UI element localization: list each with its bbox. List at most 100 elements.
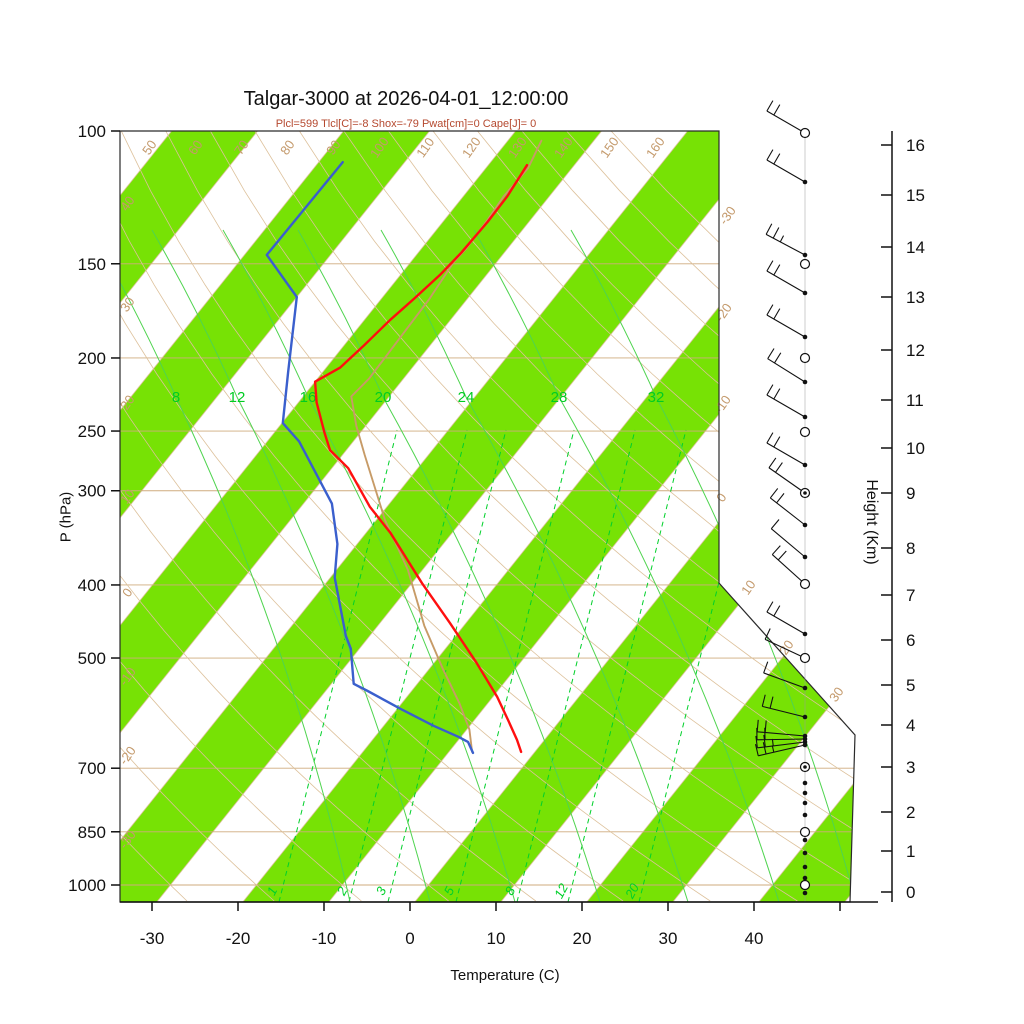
wind-barb-staff <box>763 672 806 689</box>
dry-adiabat-label: 0 <box>119 585 135 600</box>
station-level-dot <box>802 837 808 843</box>
isotherm-label: 30 <box>826 684 847 704</box>
wind-barb-staff <box>766 394 806 418</box>
dry-adiabat-label: 70 <box>231 137 252 157</box>
wind-barb-feather <box>771 745 775 753</box>
station-level-dot <box>802 742 808 748</box>
height-tick-label: 0 <box>906 883 915 902</box>
station-level-dot <box>802 334 808 340</box>
wind-barb-staff <box>762 705 806 718</box>
wind-barb-feather <box>761 694 766 707</box>
temperature-tick-label: 20 <box>573 929 592 948</box>
pressure-tick-label: 250 <box>78 422 106 441</box>
moist-adiabat-label: 16 <box>300 389 317 406</box>
dry-adiabat-label: 90 <box>323 137 344 157</box>
temperature-tick-label: 0 <box>405 929 414 948</box>
station-level-circle <box>799 826 811 838</box>
pressure-tick-label: 400 <box>78 576 106 595</box>
pressure-tick-label: 200 <box>78 349 106 368</box>
mixing-ratio-label: 20 <box>622 880 643 901</box>
wind-barb-staff <box>766 314 806 338</box>
wind-barb-feather <box>766 304 774 316</box>
station-level-circle <box>799 258 811 270</box>
temperature-tick-label: 30 <box>659 929 678 948</box>
wind-barb-feather <box>773 153 781 165</box>
wind-barb-feather <box>762 742 767 755</box>
isotherm-label: 0 <box>713 490 729 505</box>
wind-barb-feather <box>774 352 782 364</box>
station-level-dot <box>802 685 808 691</box>
dry-adiabat-label: 30 <box>117 294 138 314</box>
station-level-dot <box>802 252 808 258</box>
dry-adiabat-label: 50 <box>139 137 160 157</box>
wind-barb-feather <box>755 735 758 748</box>
dry-adiabat-label: 160 <box>643 134 668 160</box>
wind-barb-feather <box>773 388 781 400</box>
wind-barb-feather <box>763 661 769 674</box>
pressure-tick-label: 700 <box>78 759 106 778</box>
station-level-dot <box>802 522 808 528</box>
station-level-circle <box>799 352 811 364</box>
pressure-tick-label: 500 <box>78 649 106 668</box>
mixing-ratio-label: 3 <box>373 883 390 897</box>
temperature-tick-label: 10 <box>487 929 506 948</box>
wind-barb-feather <box>766 260 774 272</box>
wind-barb-feather <box>776 493 785 504</box>
temperature-curve <box>313 163 529 754</box>
mixing-ratio-label: 12 <box>551 880 571 900</box>
height-tick-label: 7 <box>906 586 915 605</box>
moist-adiabat-label: 24 <box>458 389 475 406</box>
dewpoint-curve <box>265 160 475 755</box>
wind-barb-staff <box>765 233 806 256</box>
station-level-dot <box>802 414 808 420</box>
height-tick-label: 6 <box>906 631 915 650</box>
station-level-circle <box>799 426 811 438</box>
wind-barb-feather <box>773 436 781 448</box>
wind-barb-feather <box>770 519 780 530</box>
station-level-dot <box>802 864 808 870</box>
wind-barb-staff <box>766 159 806 183</box>
station-level-circle <box>799 578 811 590</box>
station-level-dot <box>803 491 807 495</box>
station-level-dot <box>802 462 808 468</box>
dry-adiabat-label: 120 <box>459 134 484 160</box>
wind-barb-staff <box>771 554 806 585</box>
wind-barb-feather <box>767 348 775 359</box>
parcel-curve <box>350 139 543 753</box>
wind-barb-feather <box>766 601 774 613</box>
station-level-circle <box>799 652 811 664</box>
station-level-dot <box>802 800 808 806</box>
isotherm-label: 20 <box>776 637 797 657</box>
wind-barb-column <box>754 100 811 902</box>
temperature-tick-label: -30 <box>140 929 165 948</box>
wind-barb-staff <box>768 467 806 494</box>
station-level-dot <box>802 290 808 296</box>
station-level-dot <box>802 890 808 896</box>
height-tick-label: 9 <box>906 484 915 503</box>
height-tick-label: 11 <box>906 391 924 410</box>
station-level-dot <box>802 780 808 786</box>
station-level-dot <box>802 850 808 856</box>
dry-adiabat-label: 20 <box>117 392 138 412</box>
pressure-tick-label: 300 <box>78 482 106 501</box>
temperature-tick-label: -10 <box>312 929 337 948</box>
height-tick-label: 14 <box>906 238 925 257</box>
station-level-dot <box>802 179 808 185</box>
wind-barb-feather <box>771 738 774 746</box>
wind-barb-feather <box>773 308 781 320</box>
chart-title: Talgar-3000 at 2026-04-01_12:00:00 <box>243 88 569 110</box>
pressure-tick-label: 150 <box>78 255 106 274</box>
station-level-dot <box>802 714 808 720</box>
wind-barb-feather <box>764 628 771 640</box>
dry-adiabat-label: 60 <box>185 137 206 157</box>
dry-adiabat-label: 80 <box>277 137 298 157</box>
chart-subtitle: Plcl=599 Tlcl[C]=-8 Shox=-79 Pwat[cm]=0 … <box>275 118 537 130</box>
wind-barb-staff <box>766 611 806 635</box>
height-tick-label: 10 <box>906 439 925 458</box>
station-level-dot <box>802 875 808 881</box>
isotherm-stripes <box>120 131 855 902</box>
wind-barb-staff <box>766 110 806 134</box>
